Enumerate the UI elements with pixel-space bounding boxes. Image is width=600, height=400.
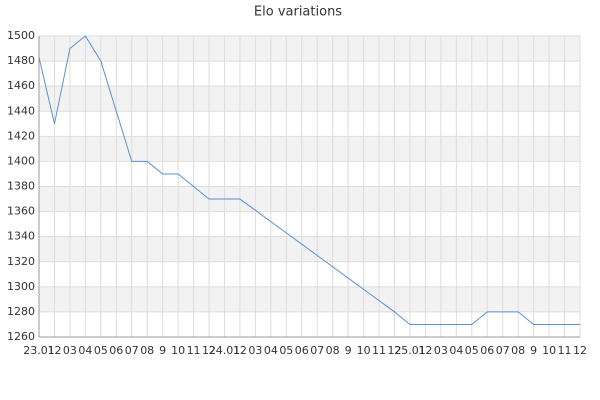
y-tick-label: 1460 — [7, 79, 35, 92]
x-tick-label: 05 — [94, 344, 108, 357]
x-tick-label: 23.01 — [23, 344, 55, 357]
x-tick-label: 9 — [530, 344, 537, 357]
x-tick-label: 05 — [465, 344, 479, 357]
y-tick-label: 1340 — [7, 230, 35, 243]
x-tick-label: 06 — [295, 344, 309, 357]
grid-band — [39, 136, 580, 162]
x-tick-label: 06 — [480, 344, 494, 357]
x-tick-label: 07 — [125, 344, 139, 357]
x-tick-label: 10 — [171, 344, 185, 357]
x-tick-label: 07 — [310, 344, 324, 357]
y-tick-label: 1500 — [7, 29, 35, 42]
x-tick-label: 04 — [449, 344, 463, 357]
y-tick-label: 1400 — [7, 154, 35, 167]
x-tick-label: 04 — [264, 344, 278, 357]
y-tick-label: 1260 — [7, 330, 35, 343]
grid-band — [39, 36, 580, 62]
x-tick-label: 12 — [388, 344, 402, 357]
y-tick-label: 1380 — [7, 180, 35, 193]
y-tick-label: 1480 — [7, 54, 35, 67]
x-tick-label: 11 — [558, 344, 572, 357]
x-tick-label: 25.01 — [394, 344, 426, 357]
grid-band — [39, 286, 580, 312]
x-tick-label: 12 — [573, 344, 587, 357]
x-tick-label: 12 — [418, 344, 432, 357]
x-tick-label: 05 — [279, 344, 293, 357]
y-tick-label: 1420 — [7, 129, 35, 142]
chart-title: Elo variations — [254, 5, 342, 20]
x-tick-label: 06 — [109, 344, 123, 357]
x-tick-label: 08 — [140, 344, 154, 357]
grid-band — [39, 186, 580, 212]
y-tick-label: 1280 — [7, 305, 35, 318]
x-tick-label: 9 — [345, 344, 352, 357]
x-tick-label: 9 — [159, 344, 166, 357]
x-tick-label: 08 — [326, 344, 340, 357]
y-tick-label: 1300 — [7, 280, 35, 293]
x-tick-label: 11 — [372, 344, 386, 357]
x-tick-label: 10 — [542, 344, 556, 357]
x-tick-label: 07 — [496, 344, 510, 357]
x-tick-label: 03 — [63, 344, 77, 357]
x-tick-label: 24.01 — [209, 344, 241, 357]
x-tick-label: 12 — [202, 344, 216, 357]
x-tick-label: 03 — [434, 344, 448, 357]
grid-band — [39, 236, 580, 262]
x-tick-label: 04 — [78, 344, 92, 357]
x-tick-label: 03 — [248, 344, 262, 357]
data-line — [38, 35, 580, 325]
x-tick-label: 12 — [47, 344, 61, 357]
y-tick-label: 1440 — [7, 104, 35, 117]
x-tick-label: 11 — [187, 344, 201, 357]
y-tick-label: 1360 — [7, 205, 35, 218]
grid-band — [39, 86, 580, 112]
x-tick-label: 10 — [357, 344, 371, 357]
y-tick-label: 1320 — [7, 255, 35, 268]
x-tick-label: 08 — [511, 344, 525, 357]
x-tick-label: 12 — [233, 344, 247, 357]
